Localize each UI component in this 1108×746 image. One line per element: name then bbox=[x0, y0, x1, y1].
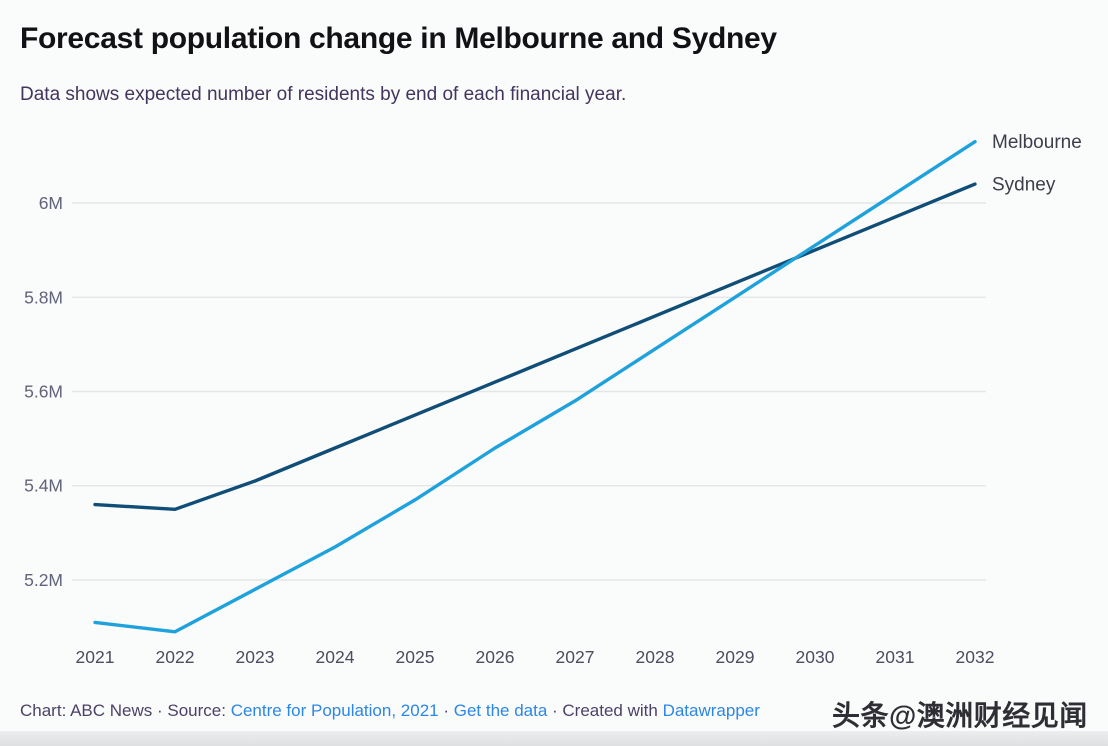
y-axis-tick-5.2M: 5.2M bbox=[24, 570, 63, 590]
y-axis-tick-5.4M: 5.4M bbox=[24, 476, 63, 496]
footer-separator: · bbox=[438, 701, 454, 720]
x-axis-tick-2024: 2024 bbox=[316, 647, 355, 667]
x-axis-tick-2022: 2022 bbox=[156, 647, 195, 667]
get-the-data-link[interactable]: Get the data bbox=[453, 701, 548, 720]
source-link[interactable]: Centre for Population, 2021 bbox=[230, 701, 439, 720]
chart-subtitle: Data shows expected number of residents … bbox=[20, 84, 627, 105]
x-axis-tick-2021: 2021 bbox=[76, 647, 115, 667]
x-axis-tick-2030: 2030 bbox=[796, 647, 835, 667]
line-chart: 5.2M 5.4M 5.6M 5.8M 6M 2021 2022 2023 2024 2025 20… bbox=[24, 132, 1082, 667]
x-axis-tick-2028: 2028 bbox=[636, 647, 675, 667]
x-axis-tick-2032: 2032 bbox=[956, 647, 995, 667]
x-axis-tick-2026: 2026 bbox=[476, 647, 515, 667]
chart-footer: Chart: ABC News · Source: Centre for Pop… bbox=[20, 701, 760, 721]
chart-title: Forecast population change in Melbourne … bbox=[20, 22, 777, 55]
y-axis-tick-6M: 6M bbox=[39, 193, 63, 213]
watermark: 头条@澳洲财经见闻 bbox=[832, 700, 1088, 731]
y-axis-tick-5.6M: 5.6M bbox=[24, 382, 63, 402]
bottom-divider-bar bbox=[0, 731, 1108, 746]
series-label-melbourne: Melbourne bbox=[992, 132, 1082, 153]
x-axis-tick-2027: 2027 bbox=[556, 647, 595, 667]
x-axis-tick-2029: 2029 bbox=[716, 647, 755, 667]
footer-attribution: Chart: ABC News · Source: bbox=[20, 701, 231, 720]
x-axis-tick-2025: 2025 bbox=[396, 647, 435, 667]
x-axis-tick-2031: 2031 bbox=[876, 647, 915, 667]
line-melbourne bbox=[93, 140, 977, 634]
series-label-sydney: Sydney bbox=[992, 175, 1056, 196]
y-axis-tick-5.8M: 5.8M bbox=[24, 287, 63, 307]
x-axis-tick-2023: 2023 bbox=[236, 647, 275, 667]
line-sydney bbox=[93, 182, 977, 511]
datawrapper-link[interactable]: Datawrapper bbox=[662, 701, 760, 720]
footer-created-with: · Created with bbox=[547, 701, 663, 720]
